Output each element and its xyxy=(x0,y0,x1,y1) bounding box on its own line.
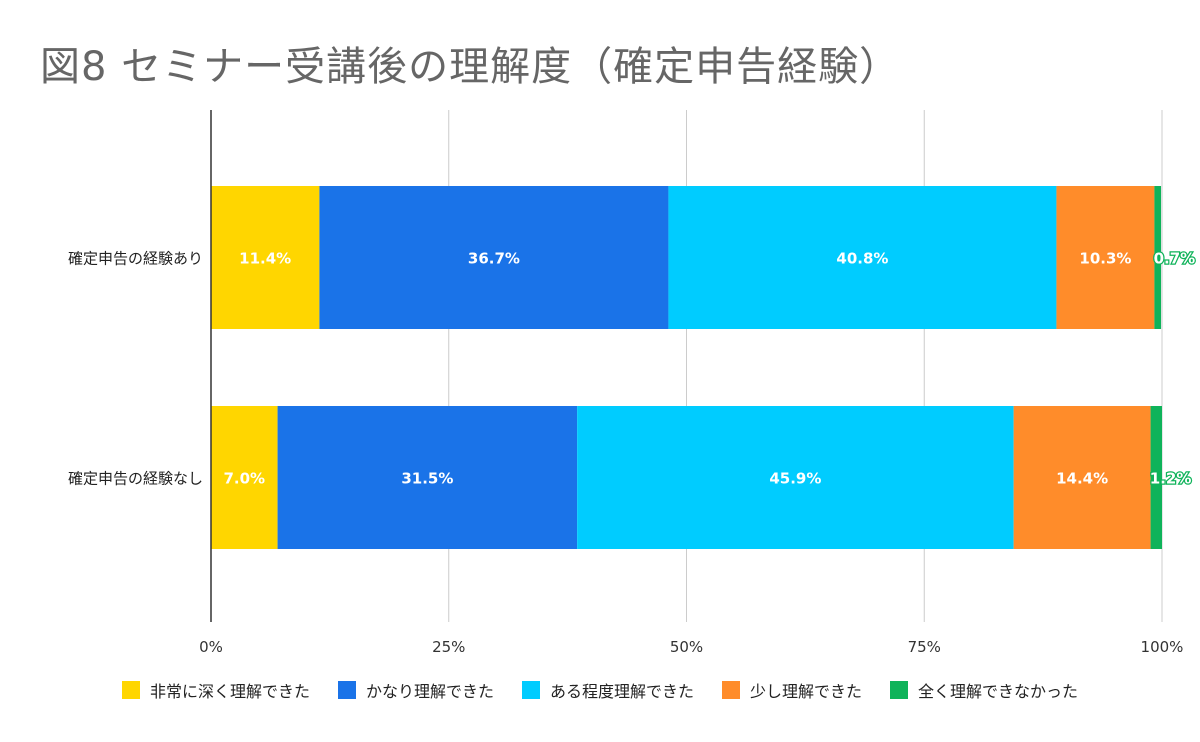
bar-segment xyxy=(1056,186,1155,329)
data-label: 10.3% xyxy=(1079,250,1131,268)
x-tick-label: 100% xyxy=(1141,638,1184,656)
legend-swatch xyxy=(337,681,356,699)
bar-segment xyxy=(1154,186,1162,329)
legend-label: 全く理解できなかった xyxy=(918,682,1079,701)
chart-legend: 非常に深く理解できた かなり理解できた ある程度理解できた 少し理解できた 全く理解でき… xyxy=(0,678,1200,702)
data-label: 14.4% xyxy=(1056,470,1108,488)
data-label: 31.5% xyxy=(401,470,453,488)
legend-swatch xyxy=(890,681,909,699)
legend-swatch xyxy=(722,681,740,699)
legend-swatch xyxy=(121,681,140,699)
data-label: 36.7% xyxy=(468,250,520,268)
bar-segment xyxy=(211,186,320,329)
bar-segment xyxy=(577,406,1014,549)
bar-segment xyxy=(211,406,278,549)
legend-swatch xyxy=(521,681,540,699)
data-label: 11.4% xyxy=(239,250,291,268)
x-tick-label: 0% xyxy=(199,638,223,656)
legend-label: 非常に深く理解できた xyxy=(149,682,310,701)
category-label: 確定申告の経験あり xyxy=(68,250,203,268)
legend-item: 非常に深く理解できた xyxy=(121,678,310,702)
legend-label: 少し理解できた xyxy=(750,682,863,701)
chart-title: 図8 セミナー受講後の理解度（確定申告経験） xyxy=(40,44,901,90)
legend-item: 少し理解できた xyxy=(722,678,862,702)
x-tick-label: 75% xyxy=(908,638,941,656)
data-label: 0.7% xyxy=(1154,250,1196,268)
bar-segment xyxy=(1013,406,1151,549)
data-label: 1.2% xyxy=(1150,470,1192,488)
data-label: 45.9% xyxy=(769,470,821,488)
bar-segment xyxy=(668,186,1057,329)
legend-label: かなり理解できた xyxy=(365,682,494,701)
bar-segment xyxy=(1150,406,1162,549)
category-label: 確定申告の経験なし xyxy=(68,470,203,488)
legend-label: ある程度理解できた xyxy=(549,682,694,701)
x-tick-label: 25% xyxy=(432,638,465,656)
legend-item: 全く理解できなかった xyxy=(890,678,1078,702)
data-label: 7.0% xyxy=(223,470,265,488)
bar-segment xyxy=(319,186,669,329)
legend-item: ある程度理解できた xyxy=(521,678,694,702)
legend-item: かなり理解できた xyxy=(337,678,494,702)
bar-segment xyxy=(277,406,578,549)
data-label: 40.8% xyxy=(836,250,888,268)
x-tick-label: 50% xyxy=(670,638,703,656)
